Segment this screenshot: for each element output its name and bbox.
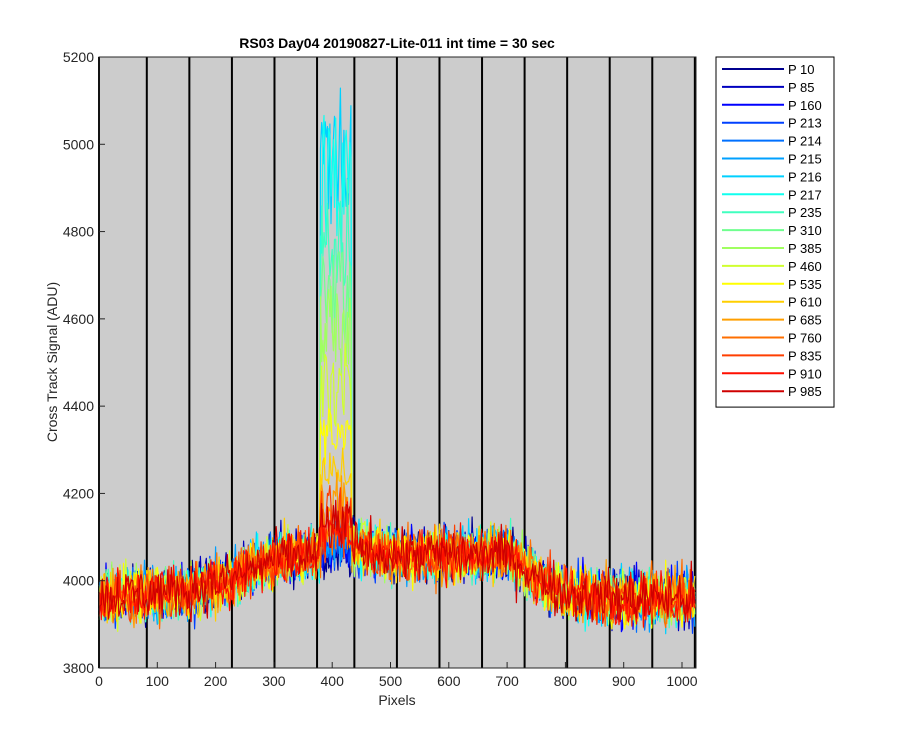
- x-tick-label: 500: [379, 673, 403, 689]
- x-tick-label: 100: [146, 673, 170, 689]
- x-axis-label: Pixels: [378, 692, 415, 708]
- legend-label: P 760: [788, 331, 822, 346]
- legend-label: P 10: [788, 62, 815, 77]
- x-tick-label: 600: [437, 673, 461, 689]
- legend-label: P 460: [788, 259, 822, 274]
- y-tick-label: 5000: [63, 136, 94, 152]
- x-tick-label: 900: [612, 673, 636, 689]
- legend-label: P 535: [788, 277, 822, 292]
- legend-label: P 213: [788, 116, 822, 131]
- x-axis-ticks: 0 100 200 300 400 500 600 700 800 900 1000: [95, 662, 698, 689]
- x-tick-label: 200: [204, 673, 228, 689]
- y-axis-label: Cross Track Signal (ADU): [44, 282, 60, 442]
- legend: P 10 P 85 P 160 P 213 P 214 P 215 P 216 P 217 P …: [715, 56, 835, 408]
- legend-label: P 385: [788, 241, 822, 256]
- legend-label: P 835: [788, 348, 822, 363]
- legend-label: P 610: [788, 295, 822, 310]
- y-tick-label: 3800: [63, 660, 94, 676]
- y-tick-label: 4000: [63, 573, 94, 589]
- x-tick-label: 0: [95, 673, 103, 689]
- legend-label: P 235: [788, 205, 822, 220]
- legend-label: P 160: [788, 98, 822, 113]
- series-lines: [98, 87, 696, 635]
- legend-box: [715, 56, 835, 408]
- y-tick-label: 4200: [63, 485, 94, 501]
- x-tick-label: 1000: [666, 673, 697, 689]
- x-tick-label: 300: [262, 673, 286, 689]
- series-line: [98, 499, 696, 623]
- y-tick-label: 4400: [63, 398, 94, 414]
- legend-label: P 216: [788, 169, 822, 184]
- x-tick-label: 700: [495, 673, 519, 689]
- legend-label: P 85: [788, 80, 815, 95]
- legend-label: P 910: [788, 366, 822, 381]
- x-tick-label: 800: [554, 673, 578, 689]
- legend-label: P 215: [788, 152, 822, 167]
- chart-title: RS03 Day04 20190827-Lite-011 int time = …: [239, 35, 555, 51]
- y-tick-label: 5200: [63, 49, 94, 65]
- legend-label: P 310: [788, 223, 822, 238]
- legend-label: P 214: [788, 134, 822, 149]
- y-tick-label: 4800: [63, 224, 94, 240]
- x-tick-label: 400: [321, 673, 345, 689]
- legend-label: P 685: [788, 313, 822, 328]
- y-tick-label: 4600: [63, 311, 94, 327]
- y-axis-ticks: 3800 4000 4200 4400 4600 4800 5000 5200: [63, 49, 105, 676]
- legend-label: P 985: [788, 384, 822, 399]
- plot-frame: [98, 56, 697, 669]
- legend-label: P 217: [788, 187, 822, 202]
